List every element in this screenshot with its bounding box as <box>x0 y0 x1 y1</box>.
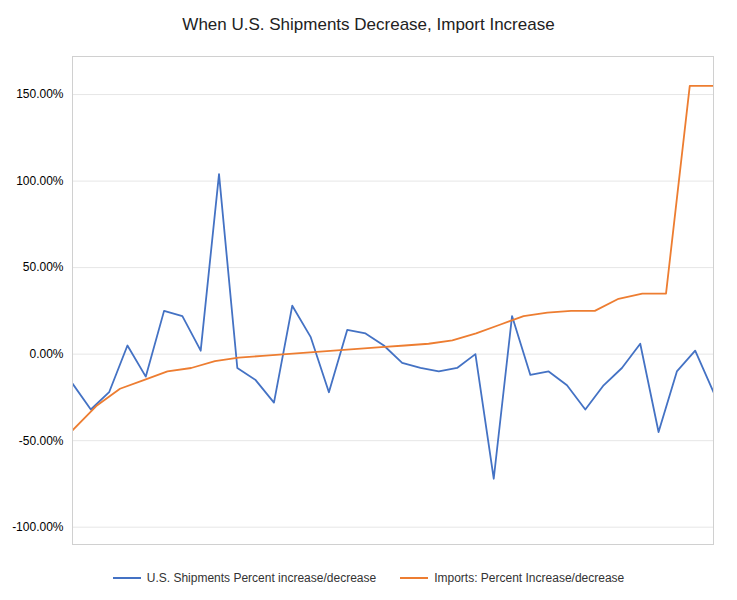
svg-text:50.00%: 50.00% <box>23 260 64 274</box>
html-text:U.S. Shipments Percent increas: U.S. Shipments Percent increase/decrease <box>146 571 377 585</box>
html-text:Imports: Percent Increase/decr: Imports: Percent Increase/decrease <box>434 571 625 585</box>
svg-text:100.00%: 100.00% <box>16 174 64 188</box>
svg-text:150.00%: 150.00% <box>16 87 64 101</box>
svg-text:-100.00%: -100.00% <box>12 520 64 534</box>
svg-text:0.00%: 0.00% <box>29 347 63 361</box>
svg-text:-50.00%: -50.00% <box>19 434 64 448</box>
html-text:When U.S. Shipments Decrease,: When U.S. Shipments Decrease, Import Inc… <box>182 15 555 34</box>
